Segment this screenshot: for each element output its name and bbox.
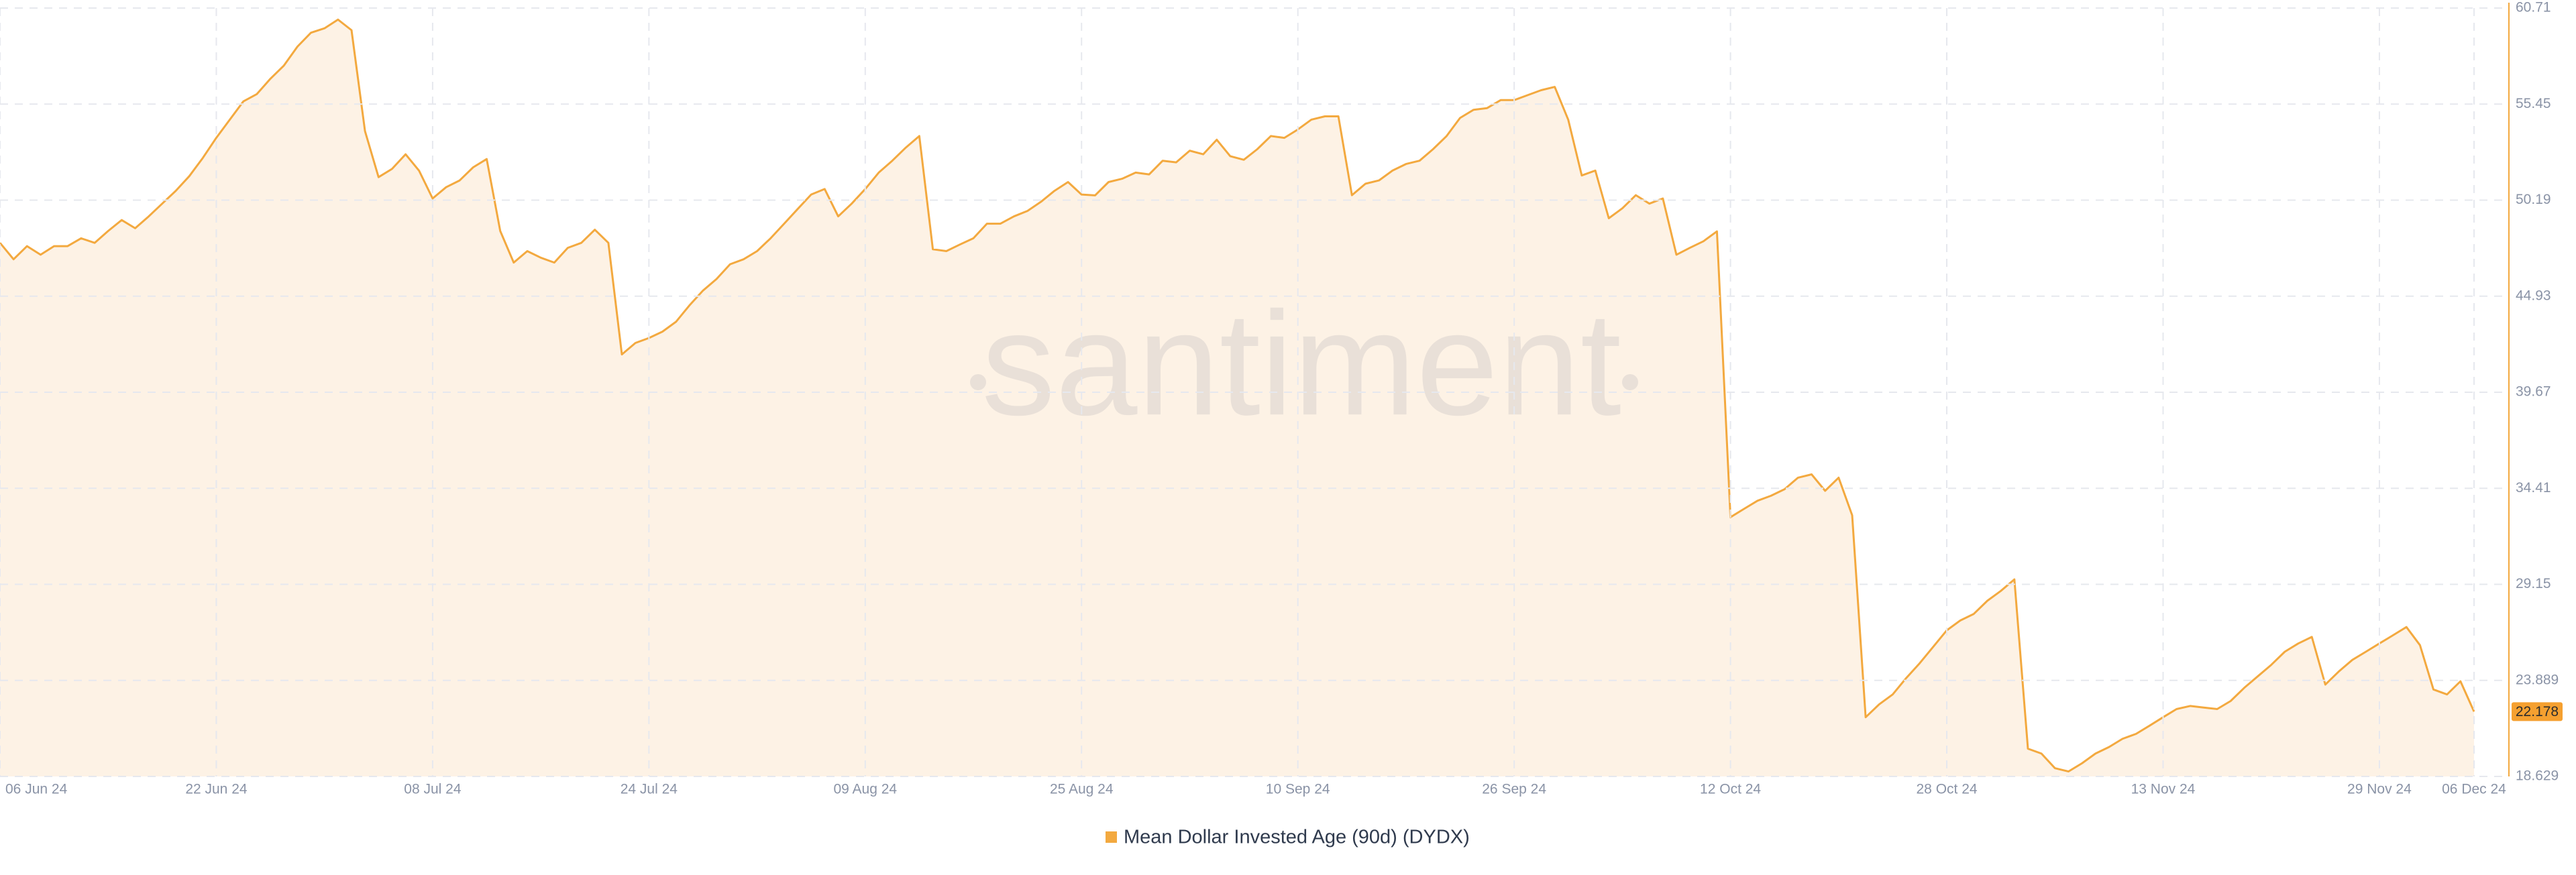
watermark-dot [970,374,986,390]
x-tick-label: 08 Jul 24 [404,782,462,797]
legend-marker [1106,831,1117,843]
y-tick-label: 39.67 [2516,384,2551,400]
x-tick-label: 28 Oct 24 [1917,782,1978,797]
x-tick-label: 29 Nov 24 [2347,782,2412,797]
last-value-label: 22.178 [2516,704,2559,719]
area-fill [0,19,2474,777]
x-tick-label: 09 Aug 24 [833,782,897,797]
x-tick-label: 24 Jul 24 [621,782,678,797]
x-tick-label: 25 Aug 24 [1050,782,1114,797]
last-value-box [2512,702,2563,721]
y-tick-label: 29.15 [2516,576,2551,591]
y-tick-label: 55.45 [2516,96,2551,111]
y-tick-label: 23.889 [2516,672,2559,687]
y-tick-label: 18.629 [2516,768,2559,784]
y-tick-label: 34.41 [2516,480,2551,495]
x-tick-label: 10 Sep 24 [1266,782,1330,797]
watermark: santiment [981,281,1621,446]
y-tick-label: 44.93 [2516,288,2551,303]
x-tick-label: 22 Jun 24 [185,782,248,797]
x-tick-label: 06 Dec 24 [2442,782,2506,797]
x-tick-label: 26 Sep 24 [1482,782,1546,797]
y-tick-label: 50.19 [2516,192,2551,207]
y-tick-label: 60.71 [2516,0,2551,15]
x-tick-label: 06 Jun 24 [5,782,68,797]
watermark-dot [1622,374,1638,390]
x-tick-label: 12 Oct 24 [1700,782,1761,797]
legend-label: Mean Dollar Invested Age (90d) (DYDX) [1124,827,1470,848]
series-line [0,18,2475,773]
x-tick-label: 13 Nov 24 [2131,782,2196,797]
